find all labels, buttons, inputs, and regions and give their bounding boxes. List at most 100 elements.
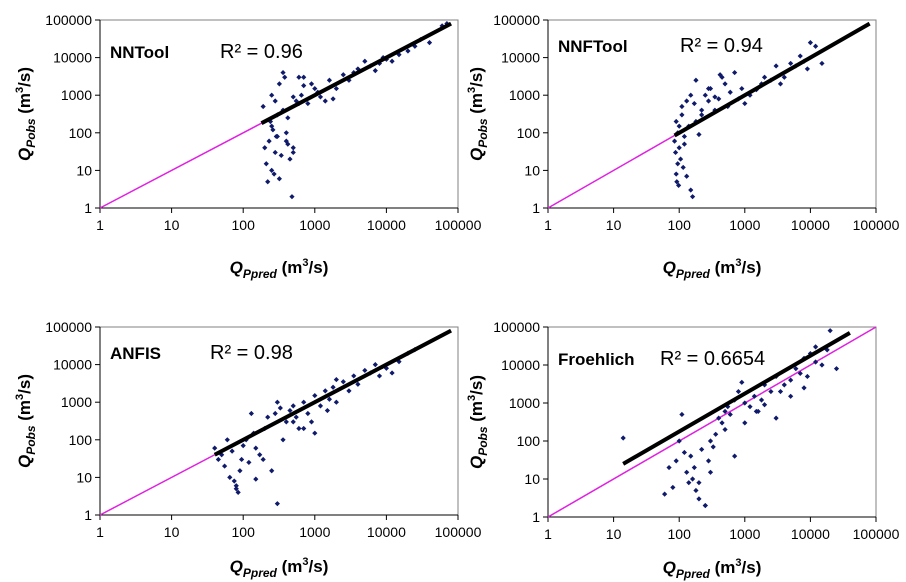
data-point <box>289 194 295 200</box>
data-point <box>666 464 672 471</box>
data-point <box>747 404 753 410</box>
data-point <box>246 459 252 466</box>
y-tick-label: 100 <box>517 125 541 141</box>
data-point <box>676 182 682 188</box>
y-tick-label: 10 <box>76 162 92 178</box>
data-point <box>282 74 288 80</box>
data-point <box>684 98 690 104</box>
r-squared: R² = 0.94 <box>680 35 763 57</box>
identity-line <box>547 133 677 209</box>
data-point <box>712 94 718 100</box>
data-point <box>272 149 278 156</box>
data-point <box>326 396 333 402</box>
data-point <box>793 366 799 372</box>
y-tick-label: 100 <box>69 125 93 141</box>
data-point <box>676 145 682 151</box>
data-point <box>781 74 787 80</box>
data-point <box>224 437 230 443</box>
data-point <box>298 92 305 98</box>
data-point <box>761 74 768 80</box>
data-point <box>219 452 225 458</box>
data-point <box>372 68 378 74</box>
data-point <box>324 407 331 414</box>
y-tick-label: 10000 <box>501 357 540 373</box>
data-point <box>274 133 280 140</box>
data-point <box>699 107 705 113</box>
data-point <box>283 130 289 136</box>
x-tick-label: 100000 <box>435 524 482 540</box>
data-point <box>227 474 233 480</box>
y-tick-label: 10000 <box>53 50 92 66</box>
data-point <box>691 464 697 471</box>
data-point <box>681 133 687 140</box>
y-tick-label: 100 <box>517 433 541 449</box>
y-tick-label: 10 <box>524 162 540 178</box>
data-point <box>237 468 243 474</box>
y-axis-label: QPobs (m3/s) <box>14 67 38 161</box>
y-tick-label: 10000 <box>53 357 92 373</box>
panel-3: 1 10 100 1000 10000 100000 1 10 100 1000 10000 1000… <box>14 319 482 580</box>
data-point <box>688 187 694 193</box>
data-point <box>797 53 803 59</box>
r-squared: R² = 0.96 <box>220 41 303 63</box>
x-tick-label: 10 <box>606 526 622 542</box>
fit-line <box>673 21 871 138</box>
data-point <box>266 138 272 144</box>
data-point <box>812 359 819 365</box>
data-point <box>680 164 686 171</box>
data-point <box>696 480 702 486</box>
identity-line <box>99 454 216 516</box>
data-point <box>673 171 679 177</box>
x-tick-label: 100 <box>668 217 692 233</box>
data-point <box>290 419 296 425</box>
y-tick-label: 1000 <box>509 395 540 411</box>
data-point <box>620 435 626 441</box>
data-point <box>260 456 266 463</box>
data-point <box>722 426 728 433</box>
data-point <box>777 388 784 395</box>
data-point <box>707 438 714 444</box>
data-point <box>362 58 368 64</box>
y-tick-label: 1 <box>84 200 92 216</box>
data-point <box>819 60 825 67</box>
data-point <box>317 94 324 100</box>
data-point <box>312 85 318 92</box>
data-point <box>340 379 346 385</box>
data-point <box>389 370 395 376</box>
data-point <box>412 43 418 49</box>
data-point <box>290 403 296 409</box>
data-point <box>269 92 275 98</box>
data-point <box>676 123 682 129</box>
data-point <box>215 456 221 463</box>
data-point <box>269 167 275 173</box>
data-point <box>248 410 254 417</box>
data-point <box>705 85 712 92</box>
data-point <box>819 362 825 368</box>
data-point <box>716 415 722 421</box>
data-point <box>270 127 276 133</box>
data-point <box>673 458 679 464</box>
data-point <box>231 478 237 484</box>
data-point <box>732 69 738 76</box>
data-point <box>276 176 282 182</box>
r-squared: R² = 0.98 <box>210 342 293 364</box>
data-point <box>707 469 714 475</box>
data-point <box>222 463 228 469</box>
data-point <box>305 100 311 107</box>
model-name: NNTool <box>110 43 169 62</box>
data-point <box>777 81 784 87</box>
y-axis-label: QPobs (m3/s) <box>466 375 490 469</box>
data-point <box>686 480 692 486</box>
data-point <box>693 487 699 494</box>
data-point <box>688 92 694 98</box>
data-point <box>833 366 840 372</box>
y-tick-label: 100000 <box>45 12 92 28</box>
data-point <box>346 77 352 83</box>
data-point <box>355 381 361 387</box>
data-point <box>713 431 719 437</box>
panel-4: 1 10 100 1000 10000 100000 1 10 100 1000 10000 1000… <box>466 319 900 581</box>
x-tick-label: 100 <box>668 526 692 542</box>
x-axis-label: QPpred (m3/s) <box>663 257 762 281</box>
data-point <box>265 414 271 420</box>
